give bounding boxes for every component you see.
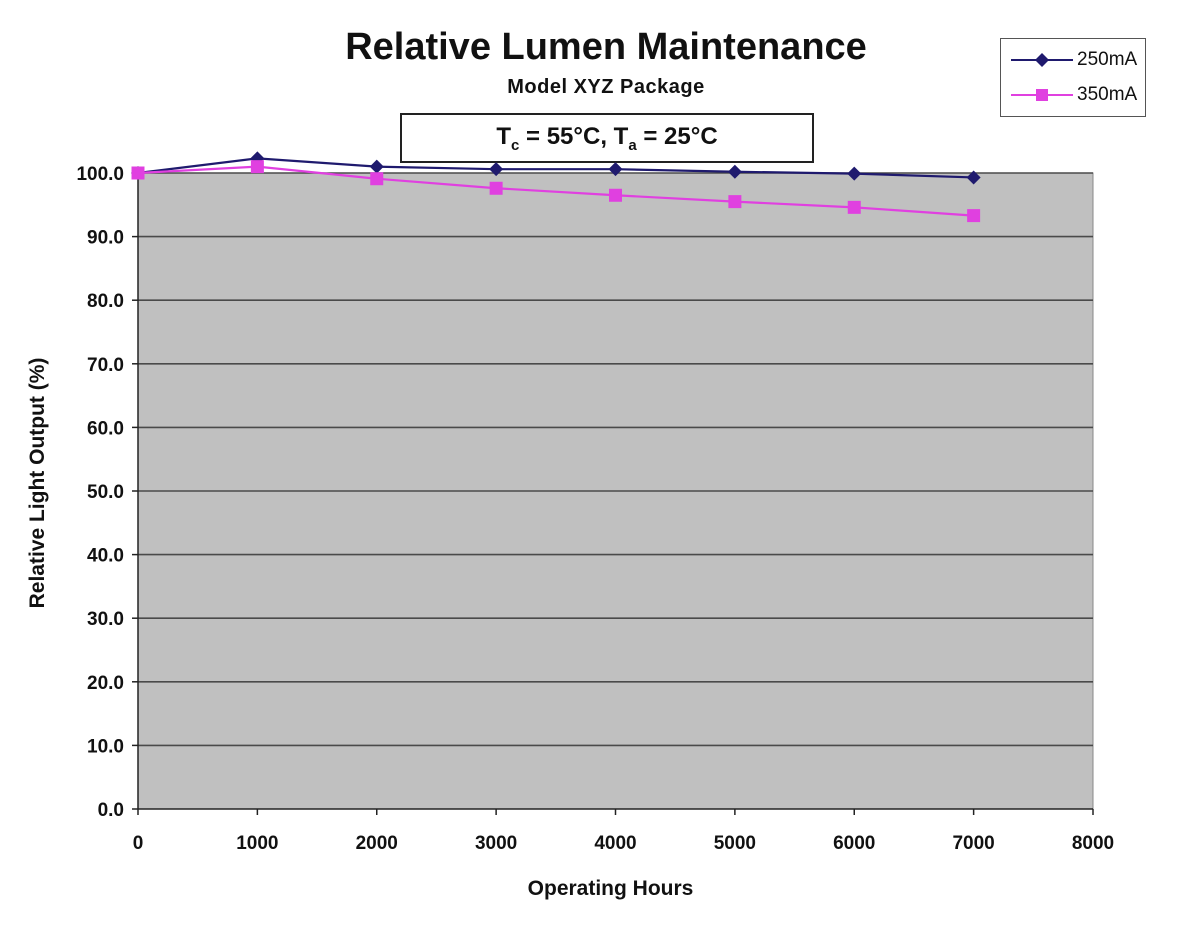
x-tick-label: 2000	[356, 833, 398, 854]
cond-sub-1: c	[511, 136, 520, 154]
cond-part-2: = 55°C, T	[519, 122, 629, 150]
data-point-350mA	[967, 209, 981, 223]
data-point-250mA	[489, 162, 504, 177]
y-axis-title: Relative Light Output (%)	[26, 358, 49, 609]
test-conditions-text: Tc = 55°C, Ta = 25°C	[496, 123, 717, 154]
data-point-250mA	[608, 162, 623, 177]
data-point-250mA	[727, 164, 742, 179]
y-tick-label: 50.0	[87, 482, 124, 503]
x-tick-label: 6000	[833, 833, 875, 854]
y-tick-label: 0.0	[98, 800, 124, 821]
data-point-350mA	[847, 200, 861, 214]
data-point-350mA	[370, 172, 384, 186]
legend-label-250ma: 250mA	[1077, 49, 1138, 70]
cond-part-1: T	[496, 122, 511, 150]
y-tick-label: 70.0	[87, 355, 124, 376]
x-tick-label: 0	[133, 833, 144, 854]
x-tick-label: 7000	[952, 833, 994, 854]
chart-legend: 250mA 350mA	[1000, 38, 1146, 117]
cond-part-3: = 25°C	[636, 122, 718, 150]
x-tick-label: 8000	[1072, 833, 1114, 854]
x-tick-label: 3000	[475, 833, 517, 854]
series-line-350mA	[137, 165, 974, 217]
y-tick-label: 60.0	[87, 418, 124, 439]
y-tick-label: 90.0	[87, 228, 124, 249]
y-tick-label: 10.0	[87, 736, 124, 757]
data-point-350mA	[728, 195, 742, 209]
chart-subtitle: Model XYZ Package	[507, 76, 705, 98]
data-point-350mA	[131, 166, 145, 180]
y-tick-label: 40.0	[87, 546, 124, 567]
legend-square-marker-icon	[1011, 89, 1073, 101]
y-tick-label: 20.0	[87, 673, 124, 694]
x-tick-label: 4000	[594, 833, 636, 854]
data-point-250mA	[369, 159, 384, 174]
x-tick-label: 5000	[714, 833, 756, 854]
series-line-250mA	[137, 157, 974, 179]
x-tick-label: 1000	[236, 833, 278, 854]
y-tick-label: 80.0	[87, 291, 124, 312]
legend-item-350ma: 350mA	[1011, 80, 1141, 110]
y-tick-label: 30.0	[87, 609, 124, 630]
y-tick-label: 100.0	[76, 164, 124, 185]
x-axis-title: Operating Hours	[528, 877, 694, 900]
test-conditions-box: Tc = 55°C, Ta = 25°C	[400, 113, 814, 163]
cond-sub-2: a	[628, 136, 637, 154]
data-point-250mA	[966, 170, 981, 185]
legend-label-350ma: 350mA	[1077, 84, 1138, 105]
data-point-350mA	[250, 160, 264, 174]
legend-item-250ma: 250mA	[1011, 45, 1141, 75]
data-point-350mA	[609, 188, 622, 202]
data-point-250mA	[847, 166, 862, 181]
chart-title: Relative Lumen Maintenance	[345, 26, 867, 68]
data-point-350mA	[489, 181, 503, 195]
legend-diamond-marker-icon	[1011, 53, 1073, 67]
